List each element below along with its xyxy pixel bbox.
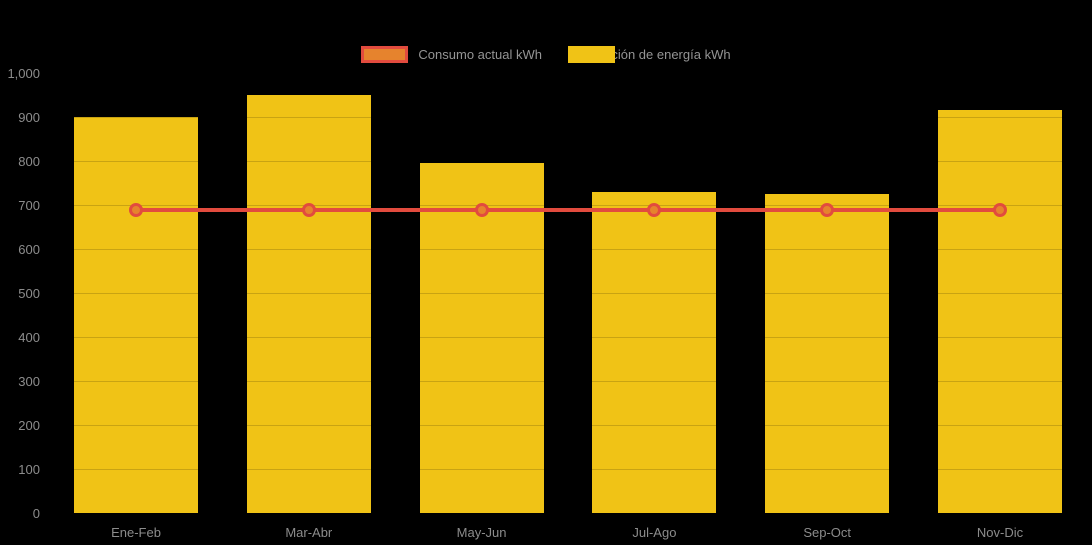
gridline xyxy=(49,161,1087,162)
y-axis-tick-label: 600 xyxy=(18,241,40,257)
y-axis-tick-label: 500 xyxy=(18,285,40,301)
gridline xyxy=(49,337,1087,338)
x-axis-tick-label: May-Jun xyxy=(456,525,507,540)
y-axis-tick-label: 900 xyxy=(18,109,40,125)
bar-Mar-Abr[interactable] xyxy=(246,95,371,513)
bar-Jul-Ago[interactable] xyxy=(592,191,717,513)
legend-item-consumo[interactable]: Consumo actual kWh xyxy=(361,46,542,63)
bar-May-Jun[interactable] xyxy=(419,163,544,513)
consumo-line xyxy=(136,208,1000,213)
legend-item-generacion[interactable]: Generación de energía kWh xyxy=(567,46,731,63)
y-axis-tick-label: 400 xyxy=(18,329,40,345)
y-axis-tick-label: 1,000 xyxy=(7,65,40,81)
y-axis-tick-label: 200 xyxy=(18,417,40,433)
consumo-point-Jul-Ago[interactable] xyxy=(647,203,662,218)
gridline xyxy=(49,205,1087,206)
consumo-point-Ene-Feb[interactable] xyxy=(129,203,143,218)
x-axis-tick-label: Mar-Abr xyxy=(285,525,333,540)
x-axis-tick-label: Sep-Oct xyxy=(803,525,852,540)
y-axis-tick-label: 100 xyxy=(18,461,40,477)
consumo-point-Sep-Oct[interactable] xyxy=(820,203,835,218)
chart-legend: Consumo actual kWh Generación de energía… xyxy=(0,46,1092,63)
gridline xyxy=(49,73,1087,74)
consumo-swatch-icon xyxy=(361,46,409,63)
bar-Nov-Dic[interactable] xyxy=(938,110,1062,513)
bar-Sep-Oct[interactable] xyxy=(765,194,890,513)
x-axis-tick-label: Ene-Feb xyxy=(111,525,161,540)
y-axis-tick-label: 0 xyxy=(32,505,40,521)
x-axis-tick-label: Nov-Dic xyxy=(976,525,1024,540)
gridline xyxy=(49,425,1087,426)
consumo-point-Nov-Dic[interactable] xyxy=(993,203,1007,218)
gridline xyxy=(49,117,1087,118)
gridline xyxy=(49,249,1087,250)
x-axis-tick-label: Jul-Ago xyxy=(632,525,677,540)
y-axis-tick-label: 300 xyxy=(18,373,40,389)
consumo-point-May-Jun[interactable] xyxy=(474,203,489,218)
consumo-point-Mar-Abr[interactable] xyxy=(301,203,316,218)
legend-label-consumo: Consumo actual kWh xyxy=(418,47,542,62)
gridline xyxy=(49,293,1087,294)
gridline xyxy=(49,381,1087,382)
bar-Ene-Feb[interactable] xyxy=(74,117,198,513)
generacion-swatch-icon xyxy=(567,46,615,63)
y-axis-tick-label: 800 xyxy=(18,153,40,169)
gridline xyxy=(49,469,1087,470)
y-axis-tick-label: 700 xyxy=(18,197,40,213)
